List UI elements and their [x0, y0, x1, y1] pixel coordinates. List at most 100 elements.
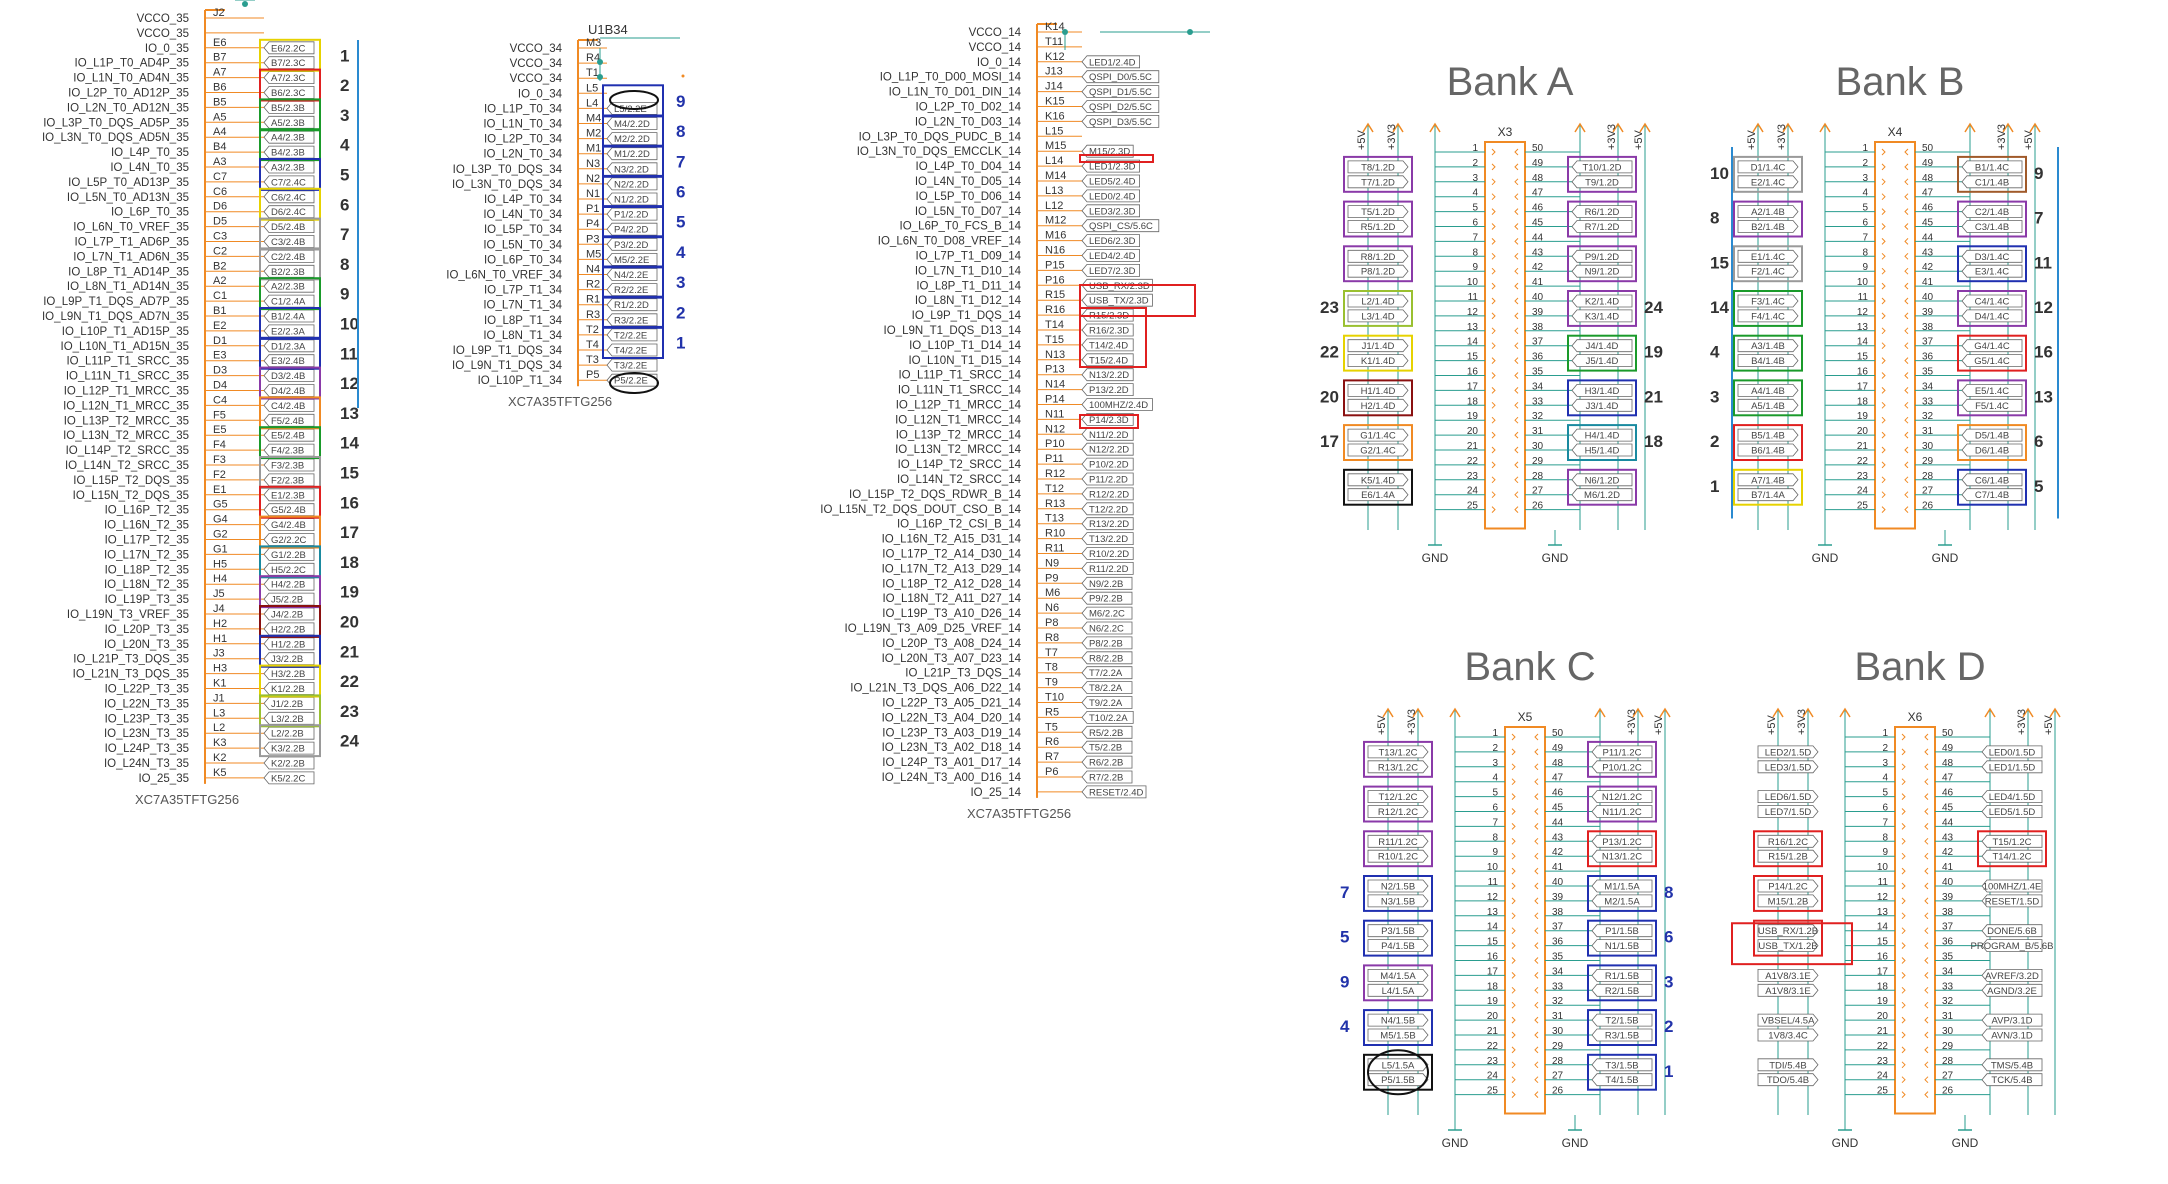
power-label: +5V [1766, 714, 1778, 735]
pin-pair-box [259, 634, 321, 668]
header-net-label [1737, 160, 1799, 174]
pin-chevron [1924, 793, 1929, 800]
header-net-label-text: AVREF/3.2D [1985, 971, 2039, 982]
pin-number: 21 [1857, 441, 1869, 452]
pin-number: 32 [1552, 996, 1564, 1007]
pair-number: 14 [1710, 298, 1729, 317]
header-net-label [1591, 879, 1653, 893]
pin-signal-name: IO_L16N_T2_35 [104, 520, 189, 532]
pin-signal-name: IO_L11P_T1_SRCC_35 [66, 356, 189, 368]
header-net-label-text: N12/1.2C [1602, 792, 1642, 803]
pin-number: 25 [1467, 501, 1479, 512]
header-net-label-text: USB_TX/1.2B [1758, 941, 1817, 952]
pin-chevron [1534, 763, 1539, 771]
net-label [263, 190, 315, 204]
pin-chevron [1924, 763, 1929, 771]
pin-chevron [1881, 297, 1886, 305]
pin-ball: K5 [213, 767, 226, 779]
power-arrow [1639, 122, 1651, 133]
pin-chevron [1534, 957, 1539, 964]
header-net-label [1591, 760, 1653, 774]
pin-signal-name: IO_L2N_T0_AD12N_35 [67, 102, 189, 114]
header-net-label [1591, 969, 1653, 982]
pin-chevron [1901, 852, 1906, 860]
pin-signal-name: IO_L17N_T2_35 [104, 549, 189, 561]
pin-number: 26 [1532, 501, 1544, 512]
pin-number: 42 [1942, 847, 1954, 858]
pin-ball: G1 [213, 543, 228, 555]
header-pair-box [1567, 334, 1637, 372]
header-net-label-text: P14/1.2C [1768, 882, 1808, 893]
pin-number: 16 [1487, 952, 1499, 963]
header-net-label-text: G4/1.4C [1974, 341, 2010, 352]
pin-pair-box [259, 575, 321, 609]
net-label-text: P1/2.2D [614, 210, 648, 221]
header-net-label [1347, 205, 1409, 219]
net-label-text: R1/2.2D [614, 300, 649, 311]
pin-number: 7 [1472, 232, 1478, 243]
pin-ball: R6 [1045, 736, 1059, 748]
header-net-label [1981, 1028, 2043, 1042]
pair-number: 7 [2034, 209, 2043, 228]
header-pair-box [1343, 379, 1413, 417]
pair-number: 21 [340, 642, 359, 661]
pin-number: 5 [1882, 788, 1888, 799]
net-label-text: J5/2.2B [271, 595, 303, 606]
pin-ball: J1 [213, 692, 225, 704]
pin-signal-name: IO_L5N_T0_AD13N_35 [67, 192, 189, 204]
header-net-label [1981, 924, 2043, 938]
pin-ball: H1 [213, 633, 227, 645]
pin-signal-name: IO_L6N_T0_VREF_34 [446, 270, 562, 282]
net-label [263, 637, 315, 651]
pin-number: 29 [1942, 1041, 1954, 1052]
net-label-text: QSPI_D2/5.5C [1089, 102, 1152, 113]
pin-ball: T4 [586, 339, 599, 351]
pin-number: 35 [1922, 367, 1934, 378]
pin-number: 19 [1877, 996, 1889, 1007]
gnd-label: GND [1832, 1136, 1859, 1150]
pin-ball: N3 [586, 158, 600, 170]
net-label [1081, 785, 1147, 799]
pin-number: 19 [1487, 996, 1499, 1007]
net-label [263, 309, 315, 323]
header-net-label [1961, 339, 2023, 353]
header-net-label [1367, 790, 1429, 803]
pin-chevron [1924, 837, 1929, 845]
pin-chevron [1534, 793, 1539, 800]
pair-number: 12 [2034, 298, 2053, 317]
pin-chevron [1924, 778, 1929, 786]
pin-ball: P11 [1045, 453, 1064, 465]
pair-number: 10 [340, 314, 359, 333]
net-label-text: P10/2.2D [1089, 460, 1129, 471]
pin-ball: L15 [1045, 125, 1063, 137]
header-net-label-text: AVP/3.1D [1991, 1016, 2032, 1027]
pin-number: 43 [1942, 832, 1954, 843]
pin-number: 22 [1857, 456, 1869, 467]
header-net-label-text: AGND/3.2E [1987, 986, 2037, 997]
header-net-label-text: F3/1.4C [1751, 297, 1785, 308]
header-net-label-text: M15/1.2B [1768, 896, 1809, 907]
net-label-text: P9/2.2B [1089, 594, 1123, 605]
pin-signal-name: IO_L14N_T2_SRCC_14 [897, 474, 1022, 486]
header-net-label [1367, 939, 1429, 952]
header-net-label-text: T10/1.2D [1582, 162, 1621, 173]
net-label-text: F5/2.4B [271, 416, 304, 427]
gnd-label: GND [1542, 551, 1569, 565]
pin-number: 12 [1487, 892, 1499, 903]
net-label [1081, 487, 1134, 501]
pin-chevron [1491, 267, 1496, 275]
header-net-label-text: A4/1.4B [1751, 386, 1785, 397]
pin-ball: A2 [213, 275, 226, 287]
pin-pair-box [259, 724, 321, 758]
net-label [1081, 353, 1134, 367]
header-net-label-text: L5/1.5A [1382, 1060, 1415, 1071]
usb-highlight-box [1731, 922, 1853, 966]
header-net-label-text: K2/1.4D [1585, 297, 1619, 308]
net-label [1081, 219, 1160, 233]
pin-number: 8 [1862, 247, 1868, 258]
power-label: +5V [1376, 714, 1388, 735]
power-arrow [1392, 122, 1404, 133]
pin-number: 37 [1922, 337, 1934, 348]
header-net-label-text: B7/1.4A [1751, 490, 1785, 501]
pin-number: 17 [1877, 966, 1889, 977]
